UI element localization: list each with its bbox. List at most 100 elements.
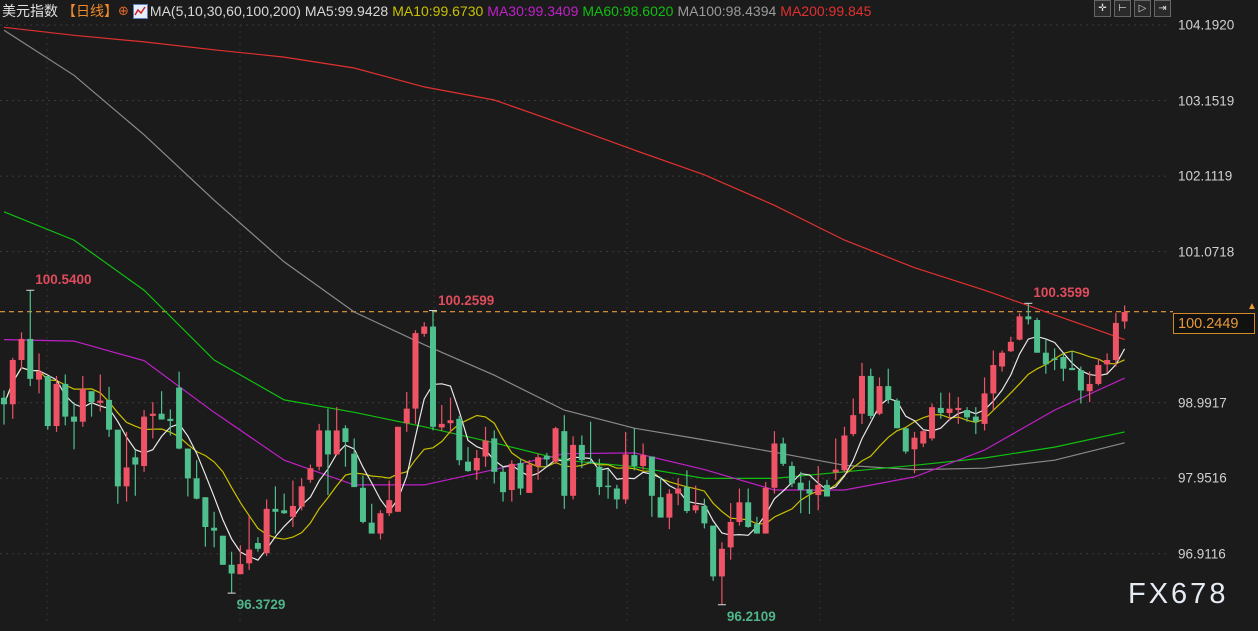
candle <box>167 409 174 436</box>
candle-body <box>184 448 191 479</box>
candle-body <box>351 453 358 488</box>
candle-body <box>552 428 559 462</box>
candle <box>999 350 1006 372</box>
zoom-range-icon[interactable]: ⊢ <box>1114 0 1131 17</box>
candle-body <box>727 521 734 548</box>
candle-body <box>692 505 699 511</box>
candle <box>237 545 244 575</box>
ma200-value: MA200:99.845 <box>780 3 872 19</box>
candle-body <box>841 435 848 471</box>
candle <box>990 350 997 411</box>
candle-body <box>1112 322 1119 360</box>
candle <box>158 391 165 420</box>
candle <box>62 374 69 426</box>
candle <box>53 375 60 432</box>
candle <box>1077 366 1084 404</box>
candle-body <box>806 489 813 494</box>
candle <box>797 471 804 514</box>
grid <box>0 24 1173 625</box>
candle <box>929 403 936 441</box>
candle-body <box>219 535 226 565</box>
candle <box>1016 313 1023 341</box>
ma200-line <box>3 26 1125 341</box>
candle <box>289 480 296 528</box>
candle <box>386 480 393 517</box>
candle-body <box>429 326 436 427</box>
period-selector[interactable]: 【日线】 <box>62 3 118 19</box>
current-price-arrow-icon: ▲ <box>1247 301 1257 312</box>
candle-body <box>412 333 419 409</box>
y-tick-label: 97.9516 <box>1178 470 1227 486</box>
candle <box>920 429 927 448</box>
candle-body <box>141 416 148 467</box>
candle-body <box>324 430 331 455</box>
candle-body <box>123 467 130 487</box>
candle-body <box>167 418 174 421</box>
watermark: FX678 <box>1128 578 1229 610</box>
y-tick-label: 101.0718 <box>1178 244 1235 260</box>
candle <box>79 375 86 427</box>
candle-body <box>675 488 682 494</box>
candle <box>858 362 865 424</box>
candle <box>631 428 638 471</box>
candle-body <box>999 352 1006 367</box>
y-tick-label: 96.9116 <box>1178 546 1226 562</box>
candle <box>832 438 839 480</box>
candle <box>351 438 358 488</box>
candle-body <box>535 457 542 467</box>
candle-body <box>832 469 839 473</box>
candle <box>885 368 892 404</box>
candle-body <box>246 549 253 564</box>
candle-body <box>211 527 218 531</box>
candle-body <box>543 455 550 460</box>
candle-body <box>281 510 288 514</box>
crosshair-circle-icon[interactable]: ⊕ <box>118 3 129 18</box>
candle-body <box>421 326 428 334</box>
candle <box>324 408 331 496</box>
candle-body <box>578 444 585 461</box>
candle-body <box>780 443 787 464</box>
candle <box>710 525 717 581</box>
exit-icon[interactable]: ⇥ <box>1154 0 1171 17</box>
candle <box>640 443 647 470</box>
candle-body <box>876 386 883 414</box>
candle-body <box>176 387 183 449</box>
candle <box>788 461 795 488</box>
candle-body <box>237 564 244 575</box>
candle-body <box>517 463 524 489</box>
candle-body <box>508 463 515 490</box>
crosshair-icon[interactable]: ✛ <box>1094 0 1111 17</box>
ma-params[interactable]: MA(5,10,30,60,100,200) <box>149 3 301 19</box>
candle-body <box>1060 357 1067 369</box>
candle <box>333 407 340 456</box>
candle <box>657 476 664 518</box>
candle-body <box>570 444 577 496</box>
candle-body <box>596 466 603 488</box>
candle-body <box>710 525 717 577</box>
candle-body <box>937 407 944 413</box>
candle <box>666 489 673 530</box>
candle <box>421 322 428 337</box>
candle <box>36 353 43 394</box>
candle-body <box>1042 352 1049 365</box>
candle-body <box>403 408 410 424</box>
candle <box>71 402 78 450</box>
candle-body <box>885 386 892 400</box>
ma-chart-icon[interactable] <box>132 3 148 19</box>
candle <box>622 431 629 504</box>
candle-body <box>456 418 463 461</box>
play-forward-icon[interactable]: ▷ <box>1134 0 1151 17</box>
candle-body <box>858 375 865 414</box>
ma100-line <box>3 29 1125 471</box>
candle <box>552 426 559 464</box>
candle-body <box>298 486 305 507</box>
candle <box>1034 317 1041 353</box>
candle <box>850 398 857 437</box>
candle-body <box>683 487 690 512</box>
candle-body <box>228 564 235 574</box>
candle <box>272 486 279 534</box>
candle-body <box>114 429 121 487</box>
candle <box>359 475 366 524</box>
candle-body <box>823 484 830 497</box>
